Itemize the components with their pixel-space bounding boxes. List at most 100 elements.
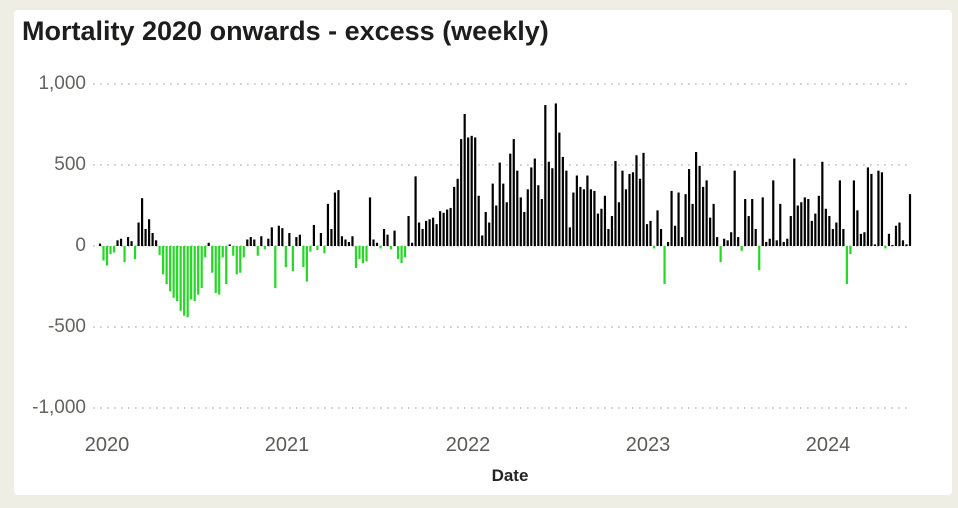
bar-week-144[interactable]	[600, 208, 603, 246]
bar-week-192[interactable]	[768, 238, 771, 246]
bar-week-47[interactable]	[260, 236, 263, 246]
bar-week-140[interactable]	[586, 175, 589, 246]
bar-week-139[interactable]	[582, 189, 585, 246]
bar-week-11[interactable]	[133, 246, 137, 259]
bar-week-72[interactable]	[347, 241, 351, 246]
bar-week-22[interactable]	[172, 246, 175, 298]
bar-week-149[interactable]	[617, 202, 621, 246]
bar-week-179[interactable]	[723, 238, 726, 246]
bar-week-24[interactable]	[179, 246, 182, 311]
bar-week-129[interactable]	[547, 161, 550, 246]
bar-week-94[interactable]	[425, 220, 428, 246]
bar-week-165[interactable]	[673, 225, 677, 246]
bar-week-229[interactable]	[898, 222, 901, 246]
bar-week-158[interactable]	[649, 220, 652, 246]
bar-week-148[interactable]	[614, 160, 617, 246]
bar-week-69[interactable]	[337, 190, 340, 246]
bar-week-217[interactable]	[856, 210, 859, 246]
bar-week-186[interactable]	[747, 216, 750, 246]
bar-week-27[interactable]	[190, 246, 193, 300]
bar-week-222[interactable]	[873, 244, 877, 246]
bar-week-37[interactable]	[225, 246, 228, 285]
bar-week-82[interactable]	[382, 228, 386, 246]
bar-week-215[interactable]	[849, 246, 852, 255]
bar-week-183[interactable]	[737, 237, 740, 246]
bar-week-97[interactable]	[435, 224, 438, 246]
bar-week-193[interactable]	[772, 180, 775, 246]
bar-week-204[interactable]	[810, 220, 813, 246]
bar-week-190[interactable]	[761, 197, 764, 246]
bar-week-9[interactable]	[126, 237, 130, 246]
bar-week-62[interactable]	[312, 224, 315, 246]
bar-week-75[interactable]	[358, 246, 361, 259]
bar-week-101[interactable]	[449, 207, 452, 246]
bar-week-100[interactable]	[446, 209, 449, 246]
bar-week-98[interactable]	[439, 211, 442, 246]
bar-week-57[interactable]	[295, 237, 298, 246]
bar-week-113[interactable]	[491, 183, 494, 246]
bar-week-202[interactable]	[803, 197, 806, 246]
bar-week-6[interactable]	[116, 240, 119, 246]
bar-week-15[interactable]	[147, 219, 151, 246]
bar-week-92[interactable]	[417, 222, 421, 246]
bar-week-167[interactable]	[680, 237, 684, 246]
bar-week-74[interactable]	[354, 246, 358, 268]
bar-week-130[interactable]	[551, 168, 554, 246]
bar-week-150[interactable]	[621, 170, 624, 246]
bar-week-78[interactable]	[368, 197, 372, 246]
bar-week-107[interactable]	[470, 135, 473, 246]
bar-week-73[interactable]	[351, 236, 354, 246]
bar-week-71[interactable]	[344, 239, 347, 246]
bar-week-211[interactable]	[835, 222, 838, 246]
bar-week-191[interactable]	[765, 241, 768, 246]
bar-week-18[interactable]	[158, 246, 161, 255]
bar-week-1[interactable]	[98, 243, 102, 246]
bar-week-109[interactable]	[477, 195, 480, 246]
bar-week-151[interactable]	[624, 189, 628, 246]
bar-week-65[interactable]	[323, 246, 326, 254]
bar-week-155[interactable]	[638, 178, 642, 246]
bar-week-224[interactable]	[880, 172, 884, 246]
bar-week-88[interactable]	[403, 246, 407, 258]
bar-week-115[interactable]	[498, 162, 501, 246]
bar-week-184[interactable]	[740, 246, 743, 251]
bar-week-10[interactable]	[130, 241, 133, 246]
bar-week-131[interactable]	[554, 103, 557, 246]
bar-week-125[interactable]	[533, 158, 536, 246]
bar-week-123[interactable]	[526, 189, 529, 246]
bar-week-77[interactable]	[365, 246, 368, 262]
bar-week-85[interactable]	[393, 230, 396, 246]
bar-week-90[interactable]	[410, 242, 414, 246]
bar-week-42[interactable]	[242, 246, 245, 258]
bar-week-120[interactable]	[516, 170, 519, 246]
bar-week-44[interactable]	[249, 237, 252, 246]
bar-week-31[interactable]	[204, 246, 207, 258]
bar-week-63[interactable]	[316, 246, 319, 251]
bar-week-220[interactable]	[866, 167, 870, 246]
bar-week-99[interactable]	[442, 212, 445, 246]
bar-week-177[interactable]	[716, 237, 719, 246]
bar-week-55[interactable]	[288, 233, 291, 246]
bar-week-194[interactable]	[775, 240, 778, 246]
bar-week-154[interactable]	[635, 155, 638, 246]
bar-week-30[interactable]	[200, 246, 203, 289]
bar-week-122[interactable]	[523, 211, 526, 246]
bar-week-38[interactable]	[228, 244, 231, 246]
bar-week-21[interactable]	[169, 246, 172, 292]
bar-week-93[interactable]	[421, 228, 424, 246]
bar-week-28[interactable]	[193, 246, 196, 302]
bar-week-170[interactable]	[691, 203, 694, 246]
bar-week-48[interactable]	[263, 246, 266, 250]
bar-week-112[interactable]	[488, 222, 491, 246]
bar-week-43[interactable]	[246, 239, 249, 246]
bar-week-16[interactable]	[151, 233, 154, 246]
bar-week-135[interactable]	[568, 227, 571, 246]
bar-week-17[interactable]	[155, 240, 158, 246]
bar-week-119[interactable]	[512, 139, 515, 246]
bar-week-33[interactable]	[211, 246, 214, 273]
bar-week-225[interactable]	[884, 246, 887, 249]
bar-week-216[interactable]	[852, 180, 855, 246]
bar-week-14[interactable]	[144, 228, 147, 246]
bar-week-199[interactable]	[793, 158, 796, 246]
bar-week-111[interactable]	[484, 211, 487, 246]
